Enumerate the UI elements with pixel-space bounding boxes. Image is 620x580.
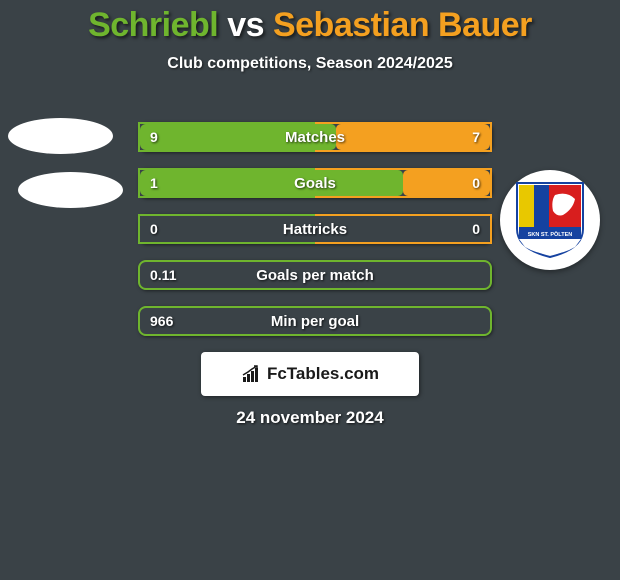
stats-container: 9Matches71Goals00Hattricks00.11Goals per… <box>138 122 492 352</box>
chart-icon <box>241 364 265 384</box>
stat-label: Hattricks <box>140 216 490 242</box>
vs-text: vs <box>218 6 273 44</box>
player1-name: Schriebl <box>88 6 218 44</box>
player2-club-badge: SKN ST. PÖLTEN <box>500 170 600 270</box>
stat-value-right: 7 <box>472 124 480 150</box>
stat-row: 0.11Goals per match <box>138 260 492 290</box>
subtitle: Club competitions, Season 2024/2025 <box>0 55 620 73</box>
comparison-title: Schriebl vs Sebastian Bauer <box>0 0 620 45</box>
stat-row: 1Goals0 <box>138 168 492 198</box>
brand-attribution: FcTables.com <box>201 352 419 396</box>
brand-label: FcTables.com <box>267 364 379 384</box>
stat-row: 0Hattricks0 <box>138 214 492 244</box>
player1-avatar-placeholder <box>8 118 113 154</box>
stat-label: Matches <box>140 124 490 150</box>
stat-label: Min per goal <box>140 308 490 334</box>
stat-value-right: 0 <box>472 170 480 196</box>
stat-row: 9Matches7 <box>138 122 492 152</box>
stat-row: 966Min per goal <box>138 306 492 336</box>
stat-value-right: 0 <box>472 216 480 242</box>
shield-icon: SKN ST. PÖLTEN <box>515 181 585 259</box>
stat-label: Goals per match <box>140 262 490 288</box>
badge-graphic: SKN ST. PÖLTEN <box>515 181 585 259</box>
stat-label: Goals <box>140 170 490 196</box>
badge-text: SKN ST. PÖLTEN <box>528 231 573 238</box>
player2-name: Sebastian Bauer <box>273 6 532 44</box>
generation-date: 24 november 2024 <box>0 408 620 428</box>
player1-avatar-placeholder-2 <box>18 172 123 208</box>
